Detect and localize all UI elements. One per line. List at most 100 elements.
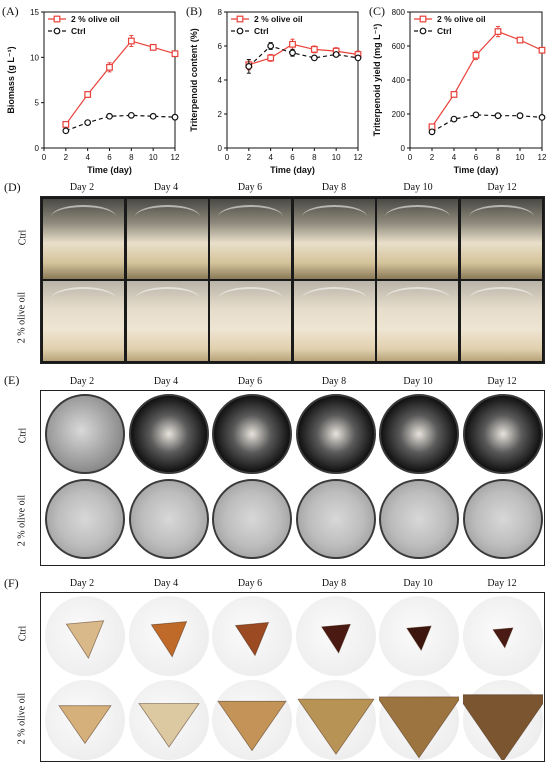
y-tick-label: 10 <box>30 53 39 62</box>
mycelium-sample <box>234 622 270 657</box>
y-axis-label: Triterpenoid yield (mg L⁻¹) <box>372 24 382 137</box>
y-tick-label: 600 <box>392 42 406 51</box>
y-tick-label: 800 <box>392 8 406 17</box>
day-label: Day 4 <box>153 578 179 589</box>
flask-rim <box>51 205 116 235</box>
y-tick-label: 200 <box>392 110 406 119</box>
y-tick-label: 2 <box>218 110 223 119</box>
mycelium-sample <box>320 623 351 654</box>
x-tick-label: 10 <box>516 153 525 162</box>
day-label: Day 12 <box>487 182 517 193</box>
data-point <box>62 127 70 135</box>
row-label-ctrl-d: Ctrl <box>17 229 29 246</box>
data-point <box>472 51 480 59</box>
y-tick-label: 4 <box>218 76 223 85</box>
flask-rim <box>218 205 283 235</box>
x-tick-label: 8 <box>129 153 134 162</box>
y-tick-label: 5 <box>35 99 40 108</box>
legend-marker <box>419 15 427 23</box>
legend-label: 2 % olive oil <box>437 14 486 24</box>
x-axis-label: Time (day) <box>454 165 499 175</box>
data-point <box>127 37 135 45</box>
y-tick-label: 0 <box>218 144 223 153</box>
flask-photo-oil <box>43 281 124 361</box>
x-tick-label: 4 <box>452 153 457 162</box>
legend-label: 2 % olive oil <box>71 14 120 24</box>
flask-photo-ctrl <box>377 199 458 279</box>
x-tick-label: 10 <box>149 153 158 162</box>
day-label: Day 2 <box>69 578 95 589</box>
legend-label: Ctrl <box>254 26 269 36</box>
data-point <box>84 91 92 98</box>
y-tick-label: 0 <box>35 144 40 153</box>
x-tick-label: 8 <box>496 153 501 162</box>
data-point <box>310 45 318 53</box>
flask-photo-ctrl <box>43 199 124 279</box>
flask-rim <box>385 205 450 235</box>
x-axis-label: Time (day) <box>270 165 315 175</box>
data-point <box>106 63 113 71</box>
panel-tag-b: (B) <box>186 4 202 18</box>
legend-marker <box>419 27 427 35</box>
day-label: Day 2 <box>69 376 95 387</box>
flask-rim <box>301 287 367 317</box>
plot-area <box>226 11 359 149</box>
data-point <box>310 54 318 62</box>
mycelium-sample <box>137 703 200 748</box>
dish-photo-ctrl <box>128 394 209 474</box>
y-tick-label: 8 <box>218 8 223 17</box>
panel-tag-d: (D) <box>4 180 21 194</box>
flask-rim <box>134 205 200 235</box>
data-point <box>538 113 546 121</box>
data-point <box>516 112 524 120</box>
flask-rim <box>385 287 450 317</box>
x-tick-label: 4 <box>268 153 273 162</box>
panel-tag-c: (C) <box>369 4 385 18</box>
series-line-ctrl <box>248 45 359 67</box>
flask-photo-oil <box>126 281 208 361</box>
mycelium-sample <box>150 621 187 658</box>
dish-photo-oil <box>295 479 376 559</box>
row-label-oil-e: 2 % olive oil <box>16 494 28 547</box>
x-tick-label: 6 <box>107 153 112 162</box>
y-axis-label: Biomass (g L⁻¹) <box>6 46 16 113</box>
triterpenoid-yield-chart: 0 2 4 6 8 10 12 0 200 400 600 800 Time (day) Triterpe… <box>372 8 547 175</box>
series-line-oil <box>65 40 176 125</box>
day-label: Day 12 <box>487 578 517 589</box>
legend-marker <box>53 27 61 35</box>
mycelium-photo-oil <box>295 680 376 760</box>
mycelium-sample <box>455 694 550 763</box>
flask-photo-oil <box>293 281 375 361</box>
day-label: Day 8 <box>321 182 347 193</box>
mycelium-sample <box>217 700 287 752</box>
dish-photo-oil <box>128 479 209 559</box>
flask-rim <box>51 287 116 317</box>
day-label: Day 6 <box>237 376 263 387</box>
x-tick-label: 10 <box>332 153 341 162</box>
data-point <box>538 46 546 54</box>
biomass-chart: 0 2 4 6 8 10 12 0 5 10 15 Time (day) Biomass (g L⁻¹)… <box>6 8 180 175</box>
legend-marker <box>236 15 244 23</box>
panel-tag-f: (F) <box>4 576 19 590</box>
x-tick-label: 0 <box>225 153 230 162</box>
x-tick-label: 2 <box>430 153 435 162</box>
data-point <box>332 51 340 58</box>
dish-photo-ctrl <box>379 394 459 474</box>
mycelium-photo-oil <box>128 680 209 760</box>
x-tick-label: 6 <box>290 153 295 162</box>
flask-photo-oil <box>460 281 542 361</box>
y-tick-label: 0 <box>401 144 406 153</box>
dish-photo-ctrl <box>45 394 125 474</box>
mycelium-sample <box>296 698 375 755</box>
y-tick-label: 6 <box>218 42 223 51</box>
data-point <box>472 111 480 119</box>
flask-photo-ctrl <box>293 199 375 279</box>
dish-photo-ctrl <box>212 394 292 474</box>
data-point <box>267 54 275 62</box>
day-label: Day 2 <box>69 182 95 193</box>
data-point <box>450 115 458 123</box>
data-point <box>127 111 135 119</box>
data-point <box>354 54 362 62</box>
day-label: Day 6 <box>237 578 263 589</box>
flask-rim <box>468 287 534 317</box>
